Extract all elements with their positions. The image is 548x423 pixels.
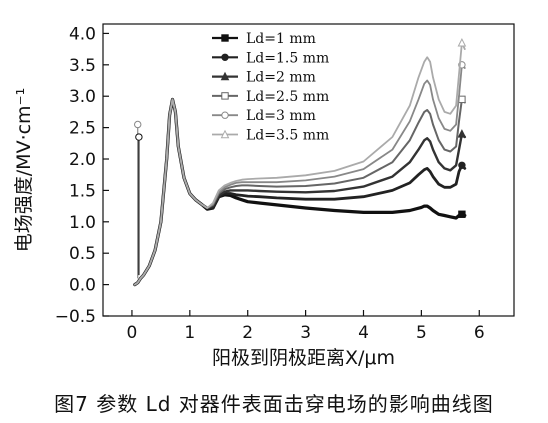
y-tick-label: 1.5: [69, 181, 96, 201]
y-tick-label: 2.0: [69, 150, 96, 170]
legend-label: Ld=1 mm: [246, 31, 316, 47]
series-marker: [457, 38, 467, 47]
legend-label: Ld=2 mm: [246, 70, 316, 86]
series-layer: [133, 38, 467, 287]
figure-caption: 图7 参数 Ld 对器件表面击穿电场的影响曲线图: [54, 392, 494, 416]
y-tick-label: 1.0: [69, 213, 96, 233]
plot-frame: [102, 23, 515, 317]
y-tick-label: 3.0: [69, 87, 96, 107]
series-marker: [220, 71, 230, 81]
spike-1: [134, 120, 142, 279]
legend-label: Ld=3 mm: [246, 108, 316, 124]
x-tick-label: 3: [300, 323, 311, 343]
series-marker: [458, 210, 466, 218]
y-tick-label: 4.0: [69, 24, 96, 44]
legend-item: Ld=3.5 mm: [212, 128, 329, 144]
series-marker: [221, 92, 229, 100]
legend-label: Ld=3.5 mm: [246, 128, 329, 144]
series-marker: [457, 129, 467, 138]
x-tick-label: 4: [358, 323, 369, 343]
y-tick-label: 0.0: [69, 276, 96, 296]
legend-item: Ld=3 mm: [212, 108, 316, 124]
series-marker: [221, 34, 229, 42]
legend: Ld=1 mm Ld=1.5 mm Ld=2 mm Ld=2.5 mm Ld=3 mm L…: [212, 31, 329, 144]
x-tick-label: 2: [242, 323, 253, 343]
y-tick-label: 3.5: [69, 56, 96, 76]
legend-item: Ld=2 mm: [212, 70, 316, 86]
x-tick-label: 6: [474, 323, 485, 343]
legend-item: Ld=1.5 mm: [212, 50, 329, 66]
y-tick-label: −0.5: [55, 307, 96, 327]
legend-label: Ld=2.5 mm: [246, 89, 329, 105]
series-marker: [221, 53, 229, 61]
series-marker: [135, 133, 143, 141]
y-tick-label: 0.5: [69, 244, 96, 264]
series-marker: [458, 161, 466, 169]
x-tick-label: 0: [127, 323, 138, 343]
x-tick-label: 5: [416, 323, 427, 343]
x-tick-label: 1: [184, 323, 195, 343]
y-axis-title: 电场强度/MV·cm⁻¹: [13, 88, 35, 252]
legend-item: Ld=1 mm: [212, 31, 316, 47]
series-6: [133, 38, 467, 286]
series-4: [133, 95, 466, 286]
series-marker: [134, 120, 142, 129]
series-marker: [220, 129, 230, 139]
series-line: [133, 41, 466, 286]
legend-item: Ld=2.5 mm: [212, 89, 329, 105]
spike-2: [135, 133, 143, 276]
y-tick-label: 2.5: [69, 119, 96, 139]
series-marker: [221, 111, 229, 119]
legend-label: Ld=1.5 mm: [246, 50, 329, 66]
axes-layer: 0 1 2 3 4 5 6 −0.5 0.0 0.5 1.0 1.5 2.0 2.5 3.0 3.5 4.0 阳极…: [13, 23, 515, 369]
x-axis-title: 阳极到阴极距离X/μm: [212, 347, 395, 369]
